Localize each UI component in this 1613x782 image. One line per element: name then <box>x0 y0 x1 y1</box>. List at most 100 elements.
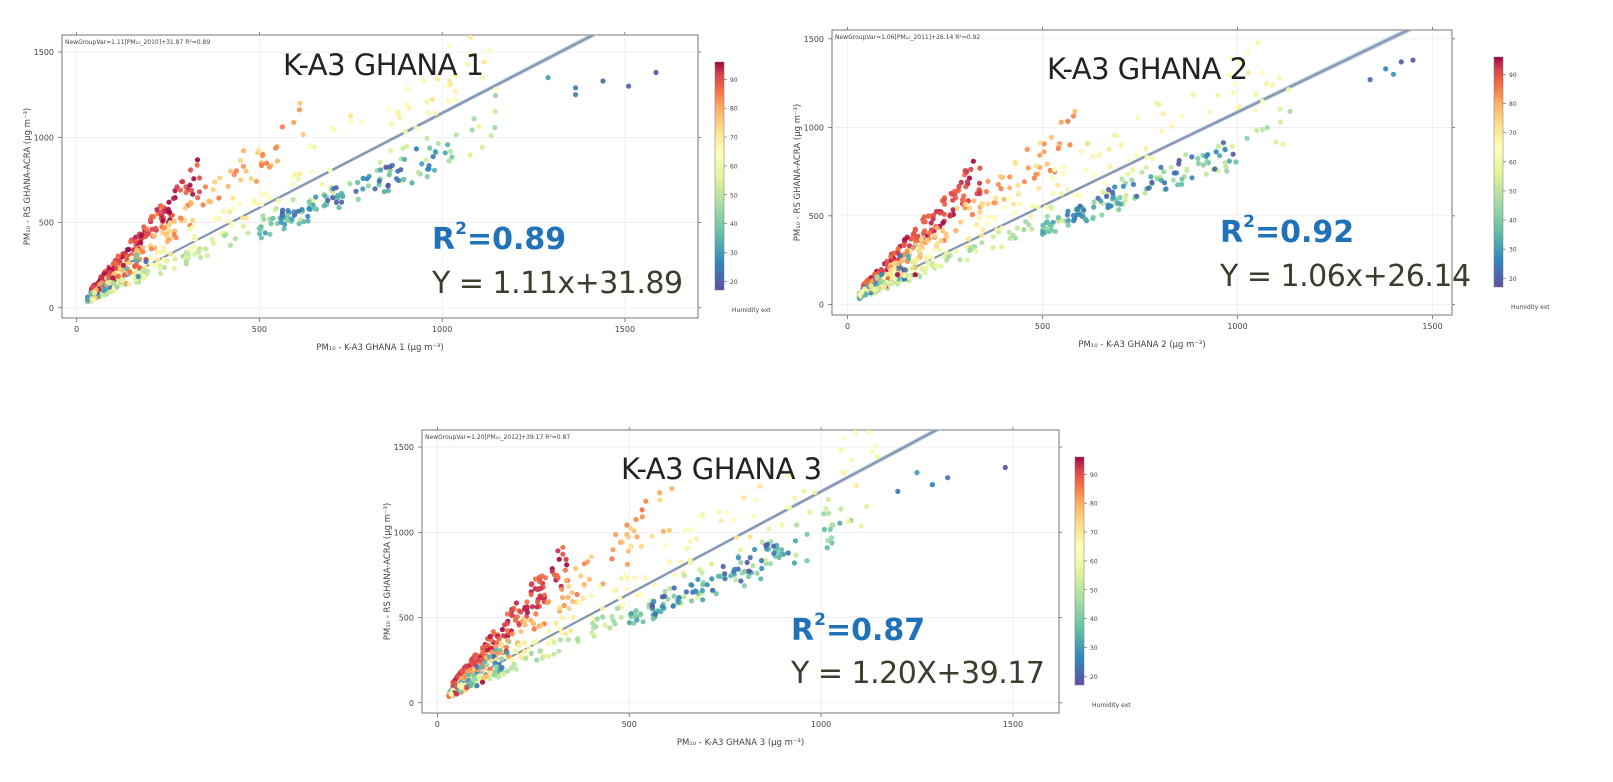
data-point <box>591 633 597 639</box>
data-point <box>312 144 318 150</box>
data-point <box>724 510 730 516</box>
scatter-chart-2: 0 0 500 500 1000 1000 1500 1500 NewGroupVar=1.06… <box>793 27 1550 350</box>
data-point <box>1226 158 1232 164</box>
data-point <box>1244 135 1250 141</box>
data-point <box>531 626 537 632</box>
data-point <box>1024 146 1030 152</box>
data-point <box>501 671 507 678</box>
data-point <box>910 235 916 241</box>
data-point <box>225 183 231 189</box>
data-point <box>625 586 631 592</box>
data-point <box>976 215 982 221</box>
data-point <box>639 514 645 520</box>
data-point <box>929 255 935 261</box>
regression-equation: Y = 1.20X+39.17 <box>791 656 1045 691</box>
data-point <box>1195 160 1202 166</box>
data-point <box>698 514 705 520</box>
data-point <box>467 51 473 58</box>
data-point <box>1037 140 1043 146</box>
data-point <box>177 187 183 193</box>
data-point <box>267 195 273 201</box>
data-point <box>115 273 121 279</box>
data-point <box>932 232 938 238</box>
data-point <box>1060 171 1066 177</box>
colorbar-tick-label: 90 <box>1509 72 1517 79</box>
data-point <box>1252 107 1259 113</box>
data-point <box>990 245 996 251</box>
data-point <box>335 192 341 199</box>
data-point <box>452 88 459 94</box>
data-point <box>471 116 477 122</box>
data-point <box>973 222 980 228</box>
x-tick-label: 1500 <box>1422 322 1442 331</box>
data-point <box>823 506 829 512</box>
data-point <box>958 179 964 185</box>
x-tick-label: 1000 <box>1227 322 1247 331</box>
data-point <box>190 191 196 197</box>
x-axis-label: PM₁₀ - K-A3 GHANA 2 (μg m⁻³) <box>1078 340 1205 350</box>
data-point <box>1222 159 1228 166</box>
data-point <box>963 201 969 207</box>
data-point <box>563 556 569 562</box>
data-point <box>241 148 247 154</box>
data-point <box>290 181 296 187</box>
data-point <box>1273 139 1279 145</box>
data-point <box>804 558 810 564</box>
data-point <box>910 265 916 271</box>
data-point <box>670 603 676 609</box>
data-point <box>906 275 913 281</box>
data-point <box>221 233 227 239</box>
colorbar-title: Humidity ext <box>1092 702 1131 709</box>
data-point <box>448 81 454 88</box>
data-point <box>754 570 760 576</box>
data-point <box>389 121 395 127</box>
data-point <box>559 594 566 601</box>
data-point <box>504 628 510 634</box>
data-point <box>771 550 777 556</box>
data-point <box>442 150 448 156</box>
data-point <box>1276 75 1283 81</box>
data-point <box>396 114 402 120</box>
data-point <box>681 594 687 600</box>
data-point <box>233 168 239 174</box>
data-point <box>652 611 659 617</box>
data-point <box>895 488 901 494</box>
data-point <box>1161 180 1168 186</box>
data-point <box>161 225 167 231</box>
data-point <box>1123 193 1129 199</box>
data-point <box>1161 169 1167 175</box>
data-point <box>260 213 266 219</box>
data-point <box>895 261 901 267</box>
data-point <box>1280 141 1286 147</box>
data-point <box>537 593 543 599</box>
data-point <box>580 596 586 602</box>
data-point <box>305 213 311 219</box>
data-point <box>1220 140 1226 146</box>
data-point <box>424 135 430 141</box>
data-point <box>396 177 402 184</box>
data-point <box>522 648 528 654</box>
data-point <box>607 625 613 631</box>
data-point <box>227 242 234 248</box>
data-point <box>208 199 214 205</box>
y-tick-label: 500 <box>399 614 414 623</box>
y-tick-label: 1500 <box>34 48 54 57</box>
data-point <box>530 621 536 627</box>
data-point <box>555 548 561 554</box>
data-point <box>198 254 204 260</box>
data-point <box>220 208 227 214</box>
data-point <box>639 507 645 513</box>
data-point <box>157 265 163 271</box>
data-point <box>270 215 276 221</box>
data-point <box>1070 113 1077 119</box>
data-point <box>929 482 936 488</box>
colorbar-tick-label: 70 <box>1509 130 1517 137</box>
data-point <box>243 168 249 174</box>
data-point <box>632 613 638 619</box>
data-point <box>759 565 765 572</box>
data-point <box>1125 171 1131 177</box>
data-point <box>931 247 937 253</box>
data-point <box>431 167 438 173</box>
data-point <box>476 124 482 130</box>
colorbar-tick-label: 50 <box>1090 587 1098 594</box>
